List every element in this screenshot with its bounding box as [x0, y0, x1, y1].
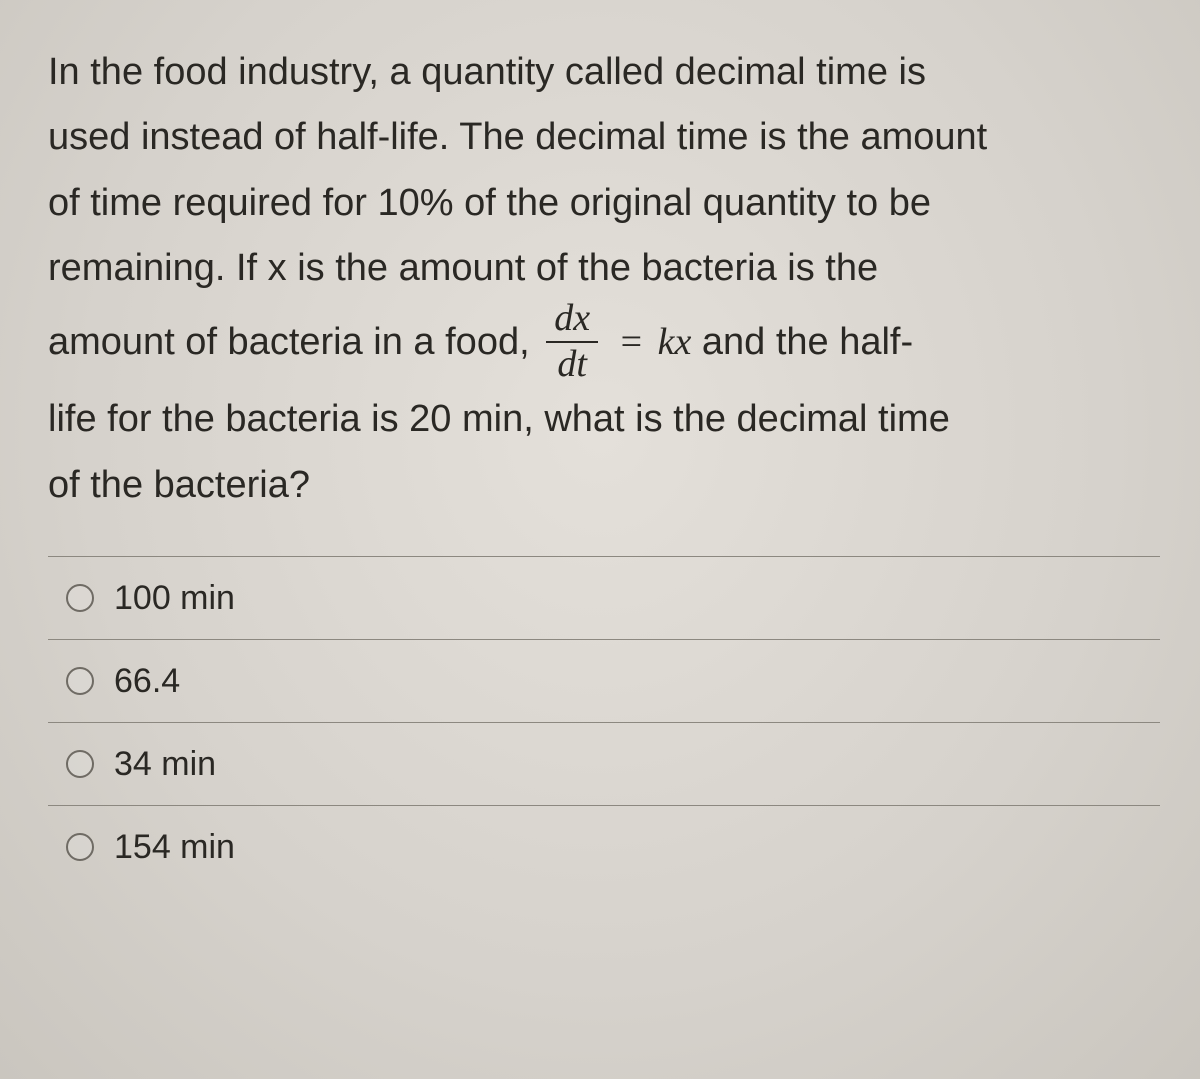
equals-sign: =: [621, 321, 652, 363]
fraction-dx-dt: dx dt: [546, 299, 598, 385]
radio-icon[interactable]: [66, 584, 94, 612]
question-line-4: remaining. If x is the amount of the bac…: [48, 247, 878, 289]
radio-icon[interactable]: [66, 750, 94, 778]
radio-icon[interactable]: [66, 833, 94, 861]
quiz-page: In the food industry, a quantity called …: [0, 0, 1200, 1079]
question-line-5a: amount of bacteria in a food,: [48, 321, 540, 363]
question-line-2: used instead of half-life. The decimal t…: [48, 116, 987, 158]
question-line-6: life for the bacteria is 20 min, what is…: [48, 398, 950, 440]
option-label: 34 min: [114, 747, 216, 781]
radio-icon[interactable]: [66, 667, 94, 695]
fraction-denominator: dt: [546, 343, 598, 385]
kx-term: kx: [658, 321, 692, 363]
option-label: 154 min: [114, 830, 235, 864]
question-line-7: of the bacteria?: [48, 464, 310, 506]
options-list: 100 min 66.4 34 min 154 min: [48, 556, 1160, 888]
question-text: In the food industry, a quantity called …: [48, 40, 1160, 518]
question-line-5b: and the half-: [702, 321, 913, 363]
option-100-min[interactable]: 100 min: [48, 557, 1160, 640]
option-label: 100 min: [114, 581, 235, 615]
fraction-numerator: dx: [546, 299, 598, 343]
question-line-1: In the food industry, a quantity called …: [48, 51, 926, 93]
option-66-4[interactable]: 66.4: [48, 640, 1160, 723]
question-line-3: of time required for 10% of the original…: [48, 182, 931, 224]
option-154-min[interactable]: 154 min: [48, 806, 1160, 888]
option-34-min[interactable]: 34 min: [48, 723, 1160, 806]
option-label: 66.4: [114, 664, 180, 698]
